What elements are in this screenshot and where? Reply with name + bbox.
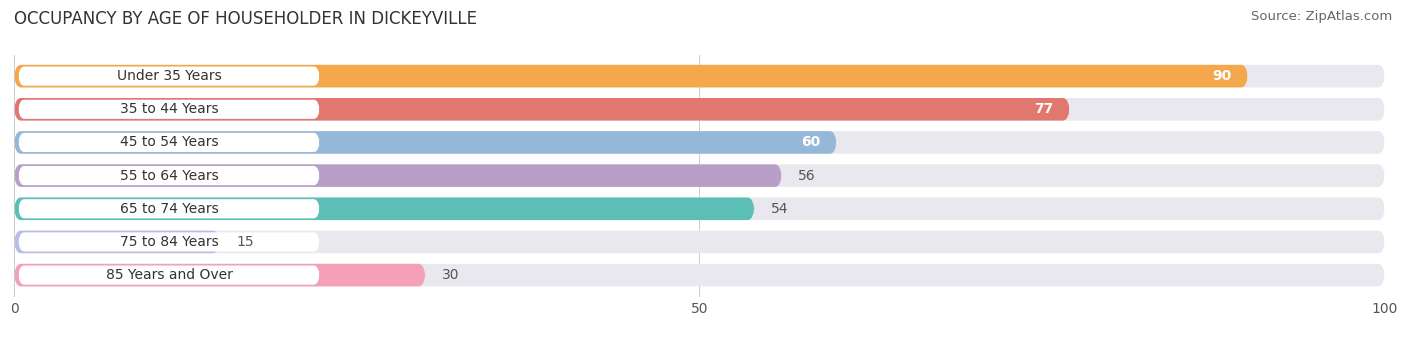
Text: 55 to 64 Years: 55 to 64 Years: [120, 168, 218, 183]
Text: 65 to 74 Years: 65 to 74 Years: [120, 202, 218, 216]
FancyBboxPatch shape: [14, 131, 1385, 154]
FancyBboxPatch shape: [14, 164, 782, 187]
FancyBboxPatch shape: [14, 164, 1385, 187]
FancyBboxPatch shape: [18, 133, 319, 152]
Text: 54: 54: [770, 202, 789, 216]
FancyBboxPatch shape: [18, 232, 319, 252]
Text: 77: 77: [1033, 102, 1053, 116]
Text: OCCUPANCY BY AGE OF HOUSEHOLDER IN DICKEYVILLE: OCCUPANCY BY AGE OF HOUSEHOLDER IN DICKE…: [14, 10, 477, 28]
Text: 90: 90: [1212, 69, 1232, 83]
FancyBboxPatch shape: [14, 65, 1249, 87]
FancyBboxPatch shape: [14, 65, 1385, 87]
FancyBboxPatch shape: [14, 231, 1385, 253]
FancyBboxPatch shape: [18, 266, 319, 285]
FancyBboxPatch shape: [18, 199, 319, 218]
FancyBboxPatch shape: [14, 264, 425, 286]
FancyBboxPatch shape: [18, 66, 319, 86]
Text: 35 to 44 Years: 35 to 44 Years: [120, 102, 218, 116]
Text: 45 to 54 Years: 45 to 54 Years: [120, 135, 218, 149]
Text: 30: 30: [441, 268, 460, 282]
FancyBboxPatch shape: [14, 98, 1070, 121]
FancyBboxPatch shape: [14, 264, 1385, 286]
Text: 15: 15: [236, 235, 253, 249]
FancyBboxPatch shape: [14, 98, 1385, 121]
Text: 75 to 84 Years: 75 to 84 Years: [120, 235, 218, 249]
FancyBboxPatch shape: [18, 166, 319, 185]
FancyBboxPatch shape: [14, 197, 754, 220]
FancyBboxPatch shape: [14, 131, 837, 154]
Text: 85 Years and Over: 85 Years and Over: [105, 268, 232, 282]
FancyBboxPatch shape: [18, 100, 319, 119]
Text: 56: 56: [799, 168, 815, 183]
FancyBboxPatch shape: [14, 231, 219, 253]
FancyBboxPatch shape: [14, 197, 1385, 220]
Text: Under 35 Years: Under 35 Years: [117, 69, 221, 83]
Text: Source: ZipAtlas.com: Source: ZipAtlas.com: [1251, 10, 1392, 23]
Text: 60: 60: [801, 135, 820, 149]
